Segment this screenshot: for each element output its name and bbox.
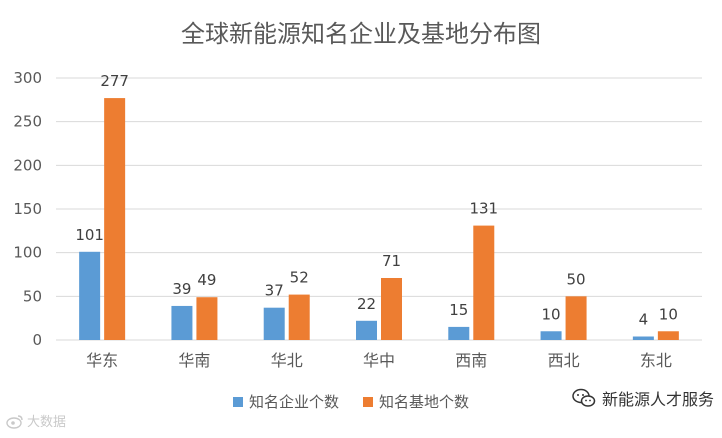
bar-bases — [657, 331, 679, 340]
data-label: 4 — [639, 311, 649, 329]
bar-bases — [196, 297, 218, 340]
x-category-label: 华南 — [178, 351, 210, 370]
bar-enterprises — [356, 320, 377, 340]
watermark-right-text: 新能源人才服务 — [601, 390, 714, 409]
legend-swatch-series-2 — [363, 397, 373, 407]
weibo-icon — [6, 414, 23, 429]
data-label: 37 — [265, 282, 284, 300]
bar-bases — [288, 294, 310, 340]
bar-enterprises — [540, 331, 562, 340]
x-category-label: 华东 — [86, 351, 118, 370]
x-category-label: 华中 — [363, 351, 395, 370]
data-label: 15 — [449, 301, 468, 319]
x-category-label: 西南 — [455, 351, 487, 370]
bar-bases — [104, 98, 126, 340]
bar-bases — [565, 296, 587, 340]
data-label: 52 — [290, 269, 309, 287]
bar-enterprises — [632, 336, 654, 340]
y-tick-label: 150 — [13, 200, 42, 218]
watermark-right: 新能源人才服务 — [572, 386, 714, 410]
bars — [79, 98, 679, 340]
data-label: 71 — [382, 252, 401, 270]
legend-swatch-series-1 — [233, 397, 243, 407]
data-label: 10 — [659, 305, 678, 323]
data-label: 131 — [469, 200, 498, 218]
data-label: 10 — [542, 305, 561, 323]
data-label: 277 — [100, 72, 129, 90]
x-category-label: 东北 — [640, 351, 672, 370]
bar-enterprises — [79, 251, 101, 340]
watermark-left: 大数据 — [6, 411, 66, 430]
x-category-label: 华北 — [271, 351, 303, 370]
legend: 知名企业个数 知名基地个数 — [233, 393, 469, 411]
bar-bases — [473, 225, 495, 340]
watermark-left-text: 大数据 — [27, 415, 67, 430]
y-tick-label: 250 — [13, 113, 42, 131]
chart-title: 全球新能源知名企业及基地分布图 — [181, 20, 541, 48]
y-tick-label: 0 — [32, 331, 42, 349]
data-label: 101 — [75, 226, 104, 244]
x-category-label: 西北 — [548, 351, 580, 370]
legend-label-series-2: 知名基地个数 — [379, 393, 469, 411]
wechat-icon — [572, 388, 596, 407]
data-label: 39 — [172, 280, 191, 298]
bar-enterprises — [171, 305, 193, 340]
x-axis-categories: 华东 华南 华北 华中 西南 西北 东北 — [86, 351, 672, 370]
y-axis-ticks: 0 50 100 150 200 250 300 — [13, 69, 42, 349]
y-tick-label: 300 — [13, 69, 42, 87]
y-tick-label: 200 — [13, 156, 42, 174]
data-label: 50 — [567, 270, 586, 288]
y-tick-label: 50 — [23, 287, 42, 305]
bar-bases — [381, 277, 402, 340]
data-labels: 101 277 39 49 37 52 22 71 15 131 10 50 4 10 — [75, 72, 678, 328]
y-tick-label: 100 — [13, 244, 42, 262]
data-label: 22 — [357, 295, 376, 313]
data-label: 49 — [197, 271, 216, 289]
gridlines — [56, 77, 702, 341]
legend-label-series-1: 知名企业个数 — [249, 393, 339, 411]
bar-enterprises — [448, 326, 470, 340]
bar-enterprises — [263, 307, 285, 340]
